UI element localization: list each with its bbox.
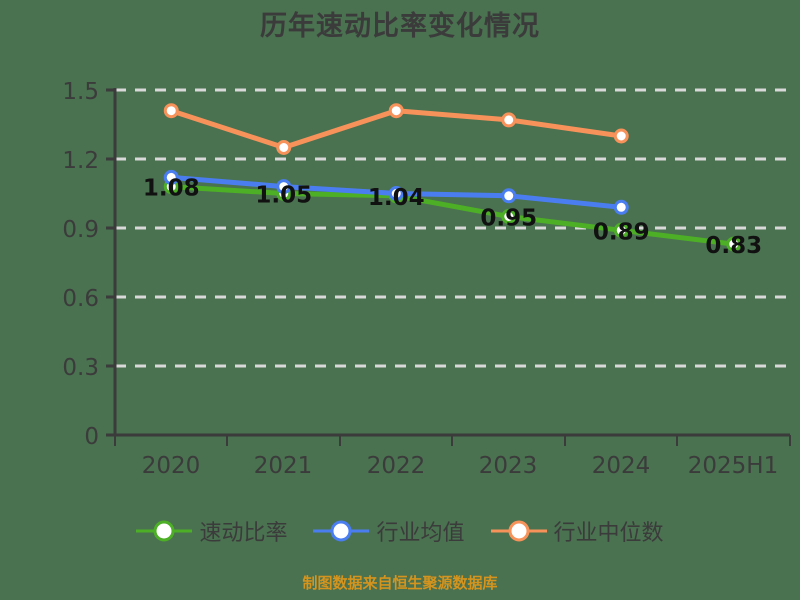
data-point-0-3[interactable] bbox=[501, 209, 517, 224]
x-tick-label-2: 2022 bbox=[367, 453, 426, 479]
x-tick-label-4: 2024 bbox=[592, 453, 651, 479]
data-point-2-2[interactable] bbox=[388, 103, 404, 119]
data-point-1-1[interactable] bbox=[276, 179, 292, 195]
data-point-1-4[interactable] bbox=[613, 199, 629, 215]
series-layer bbox=[163, 103, 742, 252]
legend-label-industry-median: 行业中位数 bbox=[553, 521, 664, 546]
legend-marker-quick-ratio bbox=[136, 520, 193, 542]
data-point-1-3[interactable] bbox=[501, 188, 517, 204]
data-point-0-5[interactable] bbox=[726, 236, 742, 252]
y-tick-label-1: 0.3 bbox=[62, 355, 99, 381]
x-tick-label-3: 2023 bbox=[479, 453, 538, 479]
data-label-0-3: 0.95 bbox=[480, 206, 537, 232]
data-point-2-4[interactable] bbox=[613, 128, 629, 144]
legend-marker-industry-median bbox=[490, 520, 547, 542]
data-label-0-2: 1.04 bbox=[368, 185, 425, 211]
data-label-0-5: 0.83 bbox=[705, 233, 762, 259]
legend-item-quick-ratio[interactable]: 速动比率 bbox=[136, 515, 287, 547]
x-axis: 2020 2021 2022 2023 2024 2025H1 bbox=[114, 433, 791, 479]
y-tick-label-2: 0.6 bbox=[62, 286, 99, 312]
legend-item-industry-median[interactable]: 行业中位数 bbox=[490, 515, 664, 547]
y-tick-label-5: 1.5 bbox=[62, 79, 99, 105]
y-tick-label-0: 0 bbox=[84, 424, 99, 450]
data-point-2-0[interactable] bbox=[163, 103, 179, 119]
chart-plot-area: 1.5 1.2 0.9 0.6 0.3 0 2020 2021 2022 202… bbox=[62, 79, 791, 479]
gridlines bbox=[115, 88, 790, 368]
y-tick-label-4: 1.2 bbox=[62, 148, 99, 174]
data-point-0-4[interactable] bbox=[613, 222, 629, 238]
legend-label-quick-ratio: 速动比率 bbox=[199, 521, 288, 546]
data-point-1-2[interactable] bbox=[388, 186, 404, 201]
data-label-layer: 1.08 1.05 1.04 0.95 0.89 0.83 bbox=[143, 176, 762, 260]
source-annotation: 制图数据来自恒生聚源数据库 bbox=[302, 574, 498, 592]
data-point-2-3[interactable] bbox=[501, 112, 517, 128]
x-tick-label-0: 2020 bbox=[142, 453, 201, 479]
chart-title: 历年速动比率变化情况 bbox=[260, 11, 540, 42]
data-point-2-1[interactable] bbox=[276, 140, 292, 155]
x-tick-label-5: 2025H1 bbox=[688, 453, 778, 479]
x-tick-label-1: 2021 bbox=[254, 453, 313, 479]
data-label-0-1: 1.05 bbox=[255, 183, 312, 209]
series-line-0 bbox=[168, 184, 737, 247]
data-label-0-4: 0.89 bbox=[593, 219, 650, 245]
legend-marker-industry-average bbox=[313, 520, 370, 542]
y-axis: 1.5 1.2 0.9 0.6 0.3 0 bbox=[62, 79, 117, 450]
y-tick-label-3: 0.9 bbox=[62, 217, 99, 243]
chart-legend: 速动比率 行业均值 行业中位数 bbox=[0, 515, 800, 547]
legend-label-industry-average: 行业均值 bbox=[376, 521, 465, 546]
data-label-0-0: 1.08 bbox=[143, 176, 200, 202]
data-point-1-0[interactable] bbox=[163, 169, 179, 185]
legend-item-industry-average[interactable]: 行业均值 bbox=[313, 515, 465, 547]
